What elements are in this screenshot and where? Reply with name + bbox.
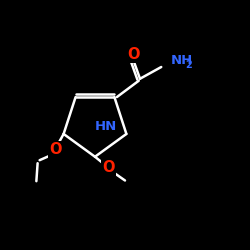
Text: HN: HN — [95, 120, 118, 133]
Text: NH: NH — [171, 54, 194, 66]
Text: O: O — [102, 160, 115, 176]
Text: 2: 2 — [185, 60, 192, 70]
Text: O: O — [128, 47, 140, 62]
Text: O: O — [49, 142, 62, 157]
